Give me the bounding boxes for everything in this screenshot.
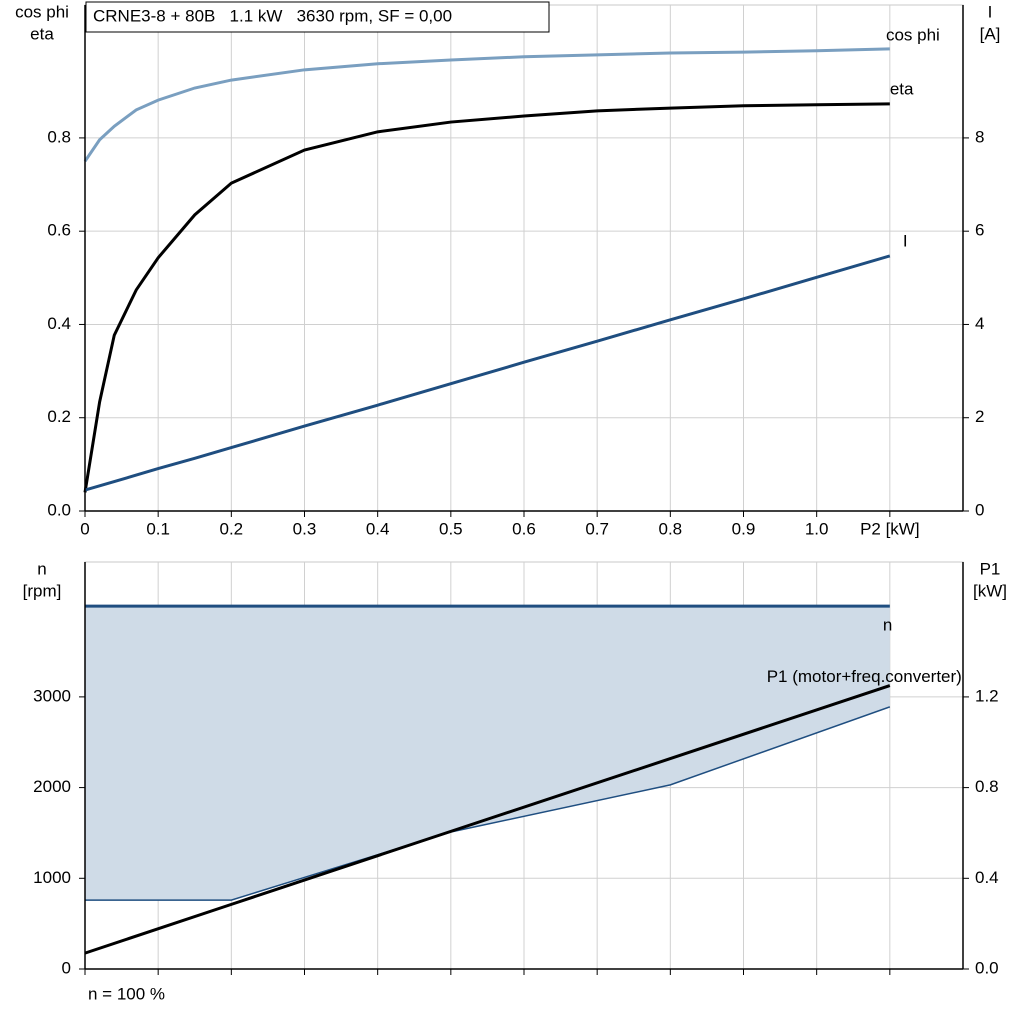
y2-axis-title: I [988, 2, 993, 21]
band-area [85, 606, 890, 901]
x-tick-label: 1.0 [805, 519, 829, 538]
y-axis-title: eta [30, 24, 54, 43]
y2-axis-title: [kW] [973, 581, 1007, 600]
x-tick-label: 0.2 [220, 519, 244, 538]
y-tick-label: 0.2 [47, 407, 71, 426]
series-line [84, 684, 891, 955]
y2-tick-label: 0.0 [975, 958, 999, 977]
x-tick-label: 0.7 [585, 519, 609, 538]
series-label: eta [890, 79, 914, 98]
y-tick-label: 0.8 [47, 127, 71, 146]
x-tick-label: 0 [80, 519, 89, 538]
y-tick-label: 0 [62, 958, 71, 977]
series-line [83, 47, 890, 163]
y2-tick-label: 2 [975, 407, 984, 426]
x-tick-label: 0.8 [659, 519, 683, 538]
y-axis-title: n [37, 559, 46, 578]
y-axis-title: [rpm] [23, 581, 62, 600]
x-tick-label: 0.6 [512, 519, 536, 538]
series-line [83, 102, 890, 493]
y2-tick-label: 1.2 [975, 686, 999, 705]
x-tick-label: 0.4 [366, 519, 390, 538]
y2-tick-label: 8 [975, 127, 984, 146]
x-tick-label: P2 [kW] [860, 519, 920, 538]
y2-tick-label: 4 [975, 314, 984, 333]
title-box [85, 1, 550, 33]
x-tick-label: 0.9 [732, 519, 756, 538]
y2-tick-label: 0 [975, 500, 984, 519]
y-tick-label: 3000 [33, 686, 71, 705]
y2-axis-title: [A] [980, 24, 1001, 43]
x-tick-label: 0.3 [293, 519, 317, 538]
y2-axis-title: P1 [980, 559, 1001, 578]
series-label: n [883, 616, 892, 635]
annotation: n = 100 % [88, 984, 165, 1003]
y2-tick-label: 0.4 [975, 868, 999, 887]
y-tick-label: 0.4 [47, 314, 71, 333]
y-tick-label: 1000 [33, 868, 71, 887]
y2-tick-label: 0.8 [975, 777, 999, 796]
series-label: I [903, 231, 908, 250]
y-axis-title: cos phi [15, 2, 69, 21]
y-tick-label: 0.0 [47, 500, 71, 519]
series-label: P1 (motor+freq.converter) [767, 667, 962, 686]
y-tick-label: 0.6 [47, 221, 71, 240]
x-tick-label: 0.5 [439, 519, 463, 538]
chart-title: CRNE3-8 + 80B 1.1 kW 3630 rpm, SF = 0,00 [93, 6, 452, 25]
series-label: cos phi [886, 25, 940, 44]
series-line [84, 254, 891, 492]
x-tick-label: 0.1 [146, 519, 170, 538]
y-tick-label: 2000 [33, 777, 71, 796]
y2-tick-label: 6 [975, 221, 984, 240]
